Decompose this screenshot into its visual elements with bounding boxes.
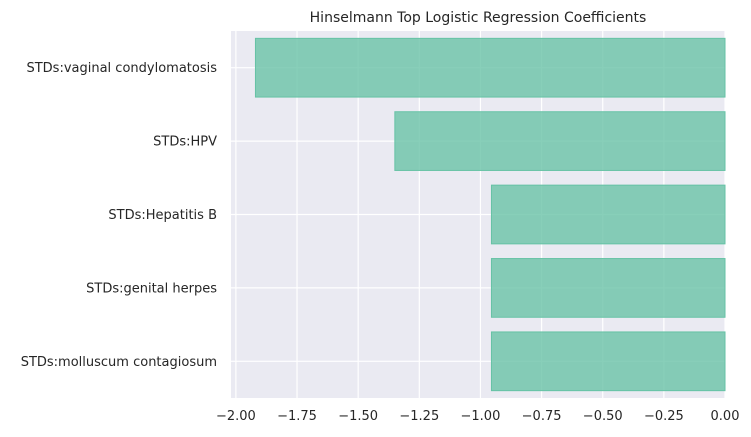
bar [490,331,726,392]
bar [394,111,726,171]
x-tick-label: −1.75 [277,409,317,424]
y-tick-label: STDs:vaginal condylomatosis [26,61,217,76]
x-tick-label: −0.25 [644,409,684,424]
x-tick-label: −2.00 [216,409,256,424]
x-tick-label: −1.25 [399,409,439,424]
y-tick-label: STDs:molluscum contagiosum [21,355,217,370]
y-tick-labels: STDs:vaginal condylomatosis STDs:HPV STDs:… [21,61,218,370]
chart-title: Hinselmann Top Logistic Regression Coeff… [310,10,647,26]
x-tick-labels: −2.00 −1.75 −1.50 −1.25 −1.00 −0.75 −0.50 −0.25… [216,409,740,424]
bar [490,258,726,318]
y-tick-label: STDs:HPV [153,135,217,150]
bar [254,37,726,98]
y-tick-label: STDs:genital herpes [86,281,217,296]
x-tick-label: −0.75 [522,409,562,424]
x-tick-label: 0.00 [711,409,740,424]
bar [490,184,726,245]
x-tick-label: −1.50 [338,409,378,424]
x-tick-label: −1.00 [461,409,501,424]
bars [254,37,726,392]
y-tick-label: STDs:Hepatitis B [108,208,217,223]
x-tick-label: −0.50 [583,409,623,424]
